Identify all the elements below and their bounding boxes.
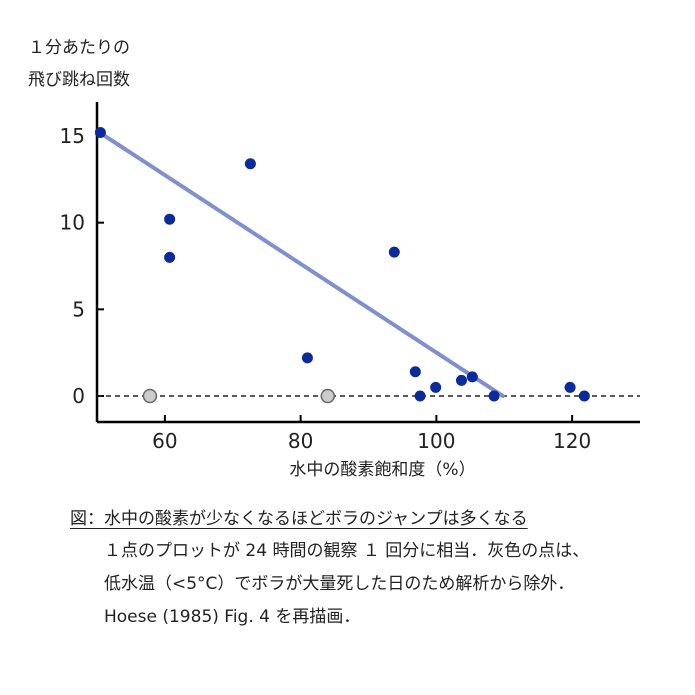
y-tick-label: 5 (72, 297, 85, 321)
y-tick-label: 15 (60, 124, 85, 148)
y-tick-label: 10 (60, 211, 85, 235)
figure-caption-title: 図：水中の酸素が少なくなるほどボラのジャンプは多くなる (70, 509, 528, 529)
regression-line (95, 128, 505, 398)
data-point (409, 366, 421, 378)
y-axis-label-line-2: 飛び跳ね回数 (28, 70, 130, 90)
data-point (564, 381, 576, 393)
axes (95, 102, 640, 424)
x-tick-label: 100 (417, 429, 455, 453)
excluded-data-point (142, 388, 158, 404)
figure-caption-line-1: １点のプロットが 24 時間の観察 １ 回分に相当．灰色の点は、 (104, 541, 590, 561)
data-point (578, 390, 590, 402)
data-point (430, 381, 442, 393)
data-point (388, 246, 400, 258)
data-point (414, 390, 426, 402)
y-tick-label: 0 (72, 384, 85, 408)
y-axis-label-line-1: １分あたりの (28, 38, 130, 58)
data-point (244, 158, 256, 170)
data-point (164, 213, 176, 225)
x-tick-label: 120 (553, 429, 591, 453)
fit-line (95, 128, 505, 398)
x-axis-label: 水中の酸素飽和度（%） (289, 460, 476, 480)
excluded-data-point (320, 388, 336, 404)
x-tick-label: 80 (288, 429, 313, 453)
tick-labels: 0 5 10 15 60 80 100 120 (60, 124, 592, 453)
figure-caption-line-2: 低水温（<5°C）でボラが大量死した日のため解析から除外． (104, 574, 575, 594)
data-point (164, 251, 176, 263)
x-tick-label: 60 (152, 429, 177, 453)
data-point (488, 390, 500, 402)
data-point (455, 374, 467, 386)
data-point (466, 371, 478, 383)
data-point (94, 127, 106, 139)
figure-caption-line-3: Hoese (1985) Fig. 4 を再描画． (104, 607, 361, 627)
data-points (94, 127, 590, 404)
data-point (301, 352, 313, 364)
